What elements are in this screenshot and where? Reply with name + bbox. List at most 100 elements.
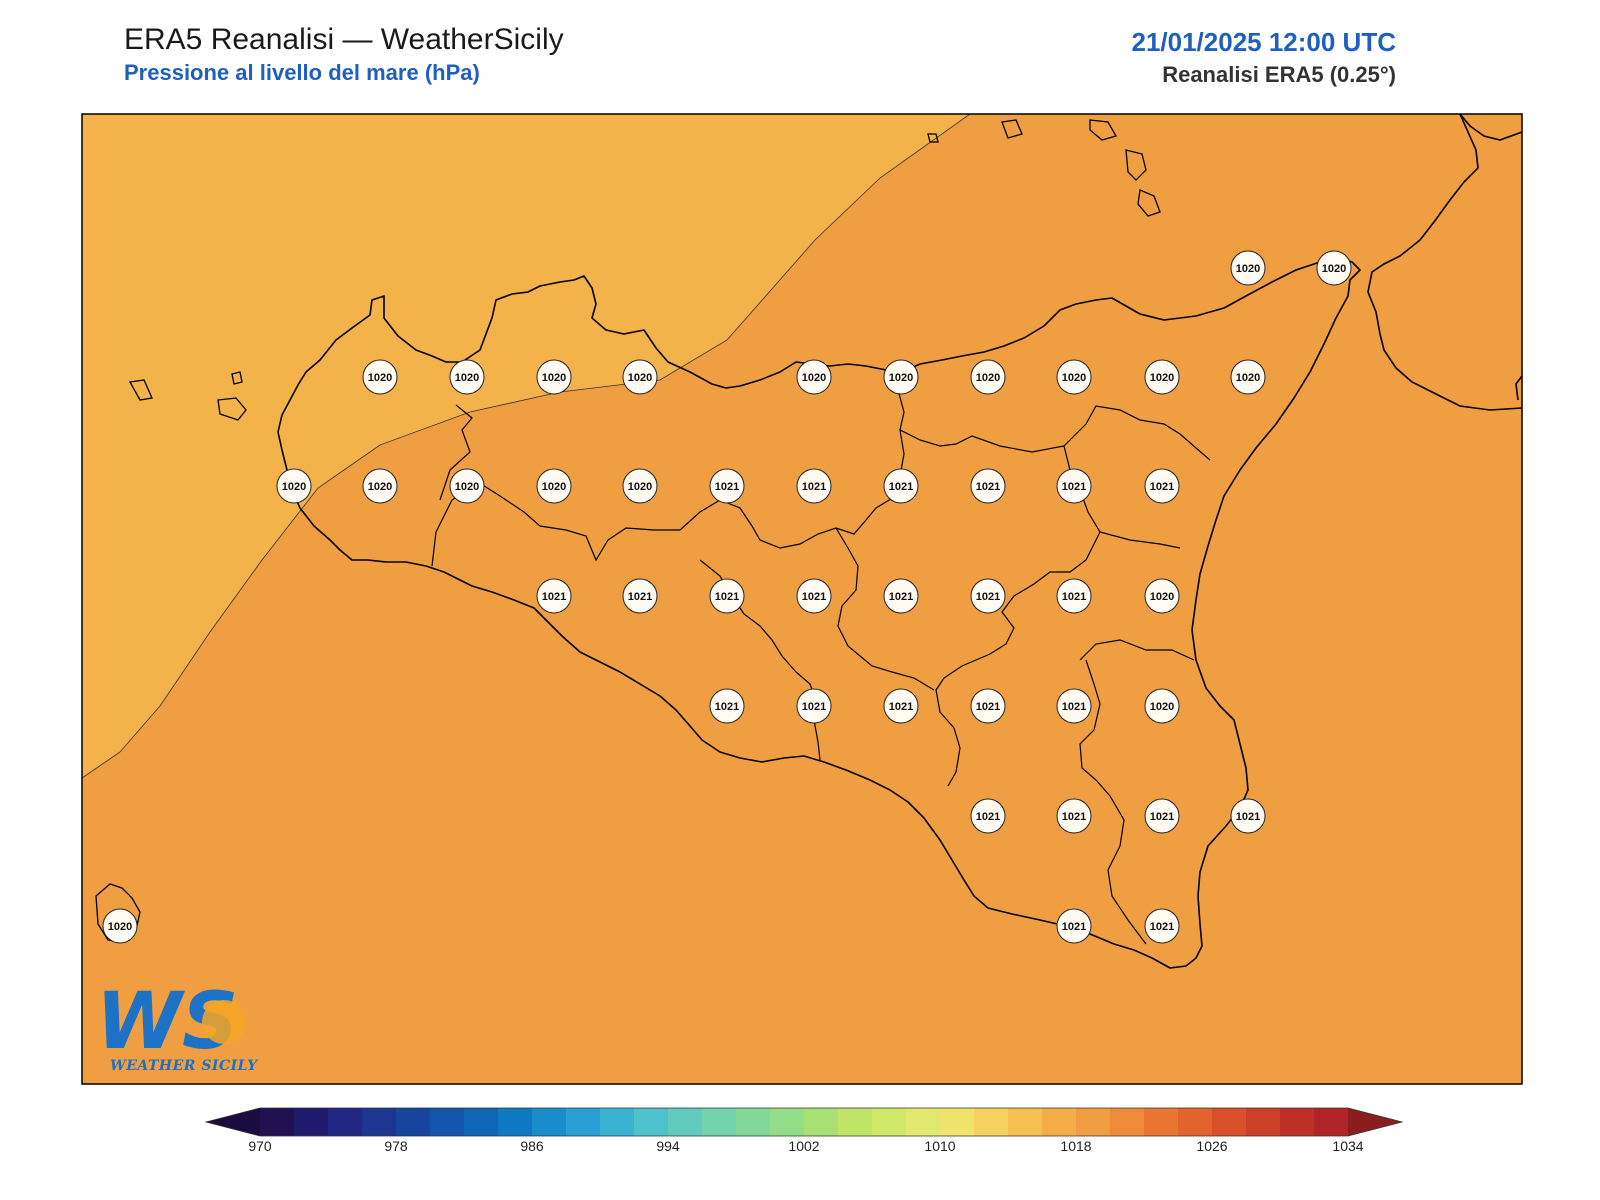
pressure-field-lower-zone [82,114,970,778]
map-source: Reanalisi ERA5 (0.25°) [1162,62,1396,87]
colorbar-segment [464,1108,499,1136]
pressure-value-circle [362,359,398,395]
pressure-value-circle [1056,468,1092,504]
colorbar-segment [328,1108,363,1136]
pressure-value-text: 1020 [455,372,479,384]
map-frame [81,113,1523,1085]
pressure-value-text: 1021 [802,701,826,713]
pressure-value-circle [1230,250,1266,286]
colorbar-tick-label: 1018 [1060,1138,1092,1154]
colorbar-segment [1246,1108,1281,1136]
colorbar-segment [634,1108,669,1136]
pressure-value-circle [1144,359,1180,395]
pressure-value-circle [970,468,1006,504]
pressure-value-text: 1020 [1150,372,1174,384]
pressure-value-text: 1021 [542,591,566,603]
pressure-value-marker: 1020 [970,359,1006,395]
pressure-value-marker: 1020 [1230,250,1266,286]
pressure-value-marker: 1020 [536,468,572,504]
province-border [431,371,1211,945]
pressure-value-marker: 1021 [796,578,832,614]
pressure-value-marker: 1020 [536,359,572,395]
pressure-value-marker: 1020 [796,359,832,395]
calabria-coastline [1367,114,1522,411]
pressure-value-text: 1020 [455,481,479,493]
pressure-value-circle [709,578,745,614]
pressure-value-marker: 1020 [1144,359,1180,395]
pressure-value-text: 1020 [1236,372,1260,384]
pressure-value-marker: 1020 [362,359,398,395]
pressure-value-marker: 1020 [102,908,138,944]
pressure-value-circle [970,798,1006,834]
pressure-value-circle [362,468,398,504]
pressure-value-marker: 1021 [709,578,745,614]
pressure-value-circle [796,359,832,395]
pressure-value-circle [796,688,832,724]
aeolian-islands [927,119,1161,217]
colorbar-tick-label: 1026 [1196,1138,1228,1154]
pressure-value-text: 1021 [1150,811,1174,823]
pressure-value-text: 1021 [1150,921,1174,933]
pressure-value-marker: 1020 [362,468,398,504]
pressure-value-marker: 1021 [970,798,1006,834]
pressure-value-marker: 1020 [1316,250,1352,286]
pressure-value-marker: 1020 [1144,578,1180,614]
pressure-value-text: 1021 [976,591,1000,603]
weather-sicily-logo: WS [96,977,256,1072]
pressure-value-circle [796,468,832,504]
colorbar-segment [702,1108,737,1136]
pressure-value-text: 1020 [1322,263,1346,275]
pressure-value-circle [970,578,1006,614]
pressure-value-circle [449,468,485,504]
pressure-value-marker: 1020 [883,359,919,395]
colorbar-segment [1178,1108,1213,1136]
pressure-value-text: 1020 [282,481,306,493]
colorbar-segment [1280,1108,1315,1136]
colorbar-outline [204,1107,1404,1137]
pressure-value-text: 1021 [802,591,826,603]
colorbar-segment [430,1108,465,1136]
pressure-value-marker: 1021 [622,578,658,614]
pressure-value-circle [1144,468,1180,504]
pressure-value-circle [536,359,572,395]
sicily-coastline [277,257,1361,969]
map-datetime: 21/01/2025 12:00 UTC [1131,27,1396,57]
pressure-value-text: 1020 [368,481,392,493]
pressure-value-circle [449,359,485,395]
pressure-value-circle [709,688,745,724]
pressure-value-marker: 1021 [709,688,745,724]
pressure-value-text: 1021 [889,481,913,493]
pressure-value-circle [1316,250,1352,286]
pressure-value-marker: 1021 [1056,688,1092,724]
pressure-value-text: 1021 [1062,591,1086,603]
map-title: ERA5 Reanalisi — WeatherSicily [124,23,564,56]
pressure-value-marker: 1020 [1056,359,1092,395]
pressure-value-text: 1021 [715,481,739,493]
pantelleria-island [95,883,141,943]
logo-text: WEATHER SICILY [110,1058,258,1074]
pressure-value-text: 1021 [715,591,739,603]
pressure-value-text: 1021 [889,591,913,603]
pressure-value-circle [622,359,658,395]
pressure-value-marker: 1020 [622,468,658,504]
pressure-value-circle [1056,798,1092,834]
pressure-value-text: 1020 [889,372,913,384]
colorbar-tick-label: 970 [248,1138,272,1154]
pressure-value-marker: 1020 [449,359,485,395]
pressure-value-marker: 1021 [970,688,1006,724]
colorbar-over-arrow [1348,1108,1402,1136]
pressure-value-circle [536,578,572,614]
colorbar-tick-label: 1010 [924,1138,956,1154]
isobar-line [82,114,971,779]
pressure-value-circle [536,468,572,504]
colorbar-segment [736,1108,771,1136]
logo-sun-icon [202,1000,246,1044]
colorbar-segment [906,1108,941,1136]
pressure-value-marker: 1021 [796,468,832,504]
pressure-value-circle [970,359,1006,395]
pressure-value-marker: 1021 [1144,798,1180,834]
colorbar-tick-label: 1002 [788,1138,820,1154]
pressure-value-text: 1020 [1150,591,1174,603]
pressure-value-text: 1021 [1150,481,1174,493]
